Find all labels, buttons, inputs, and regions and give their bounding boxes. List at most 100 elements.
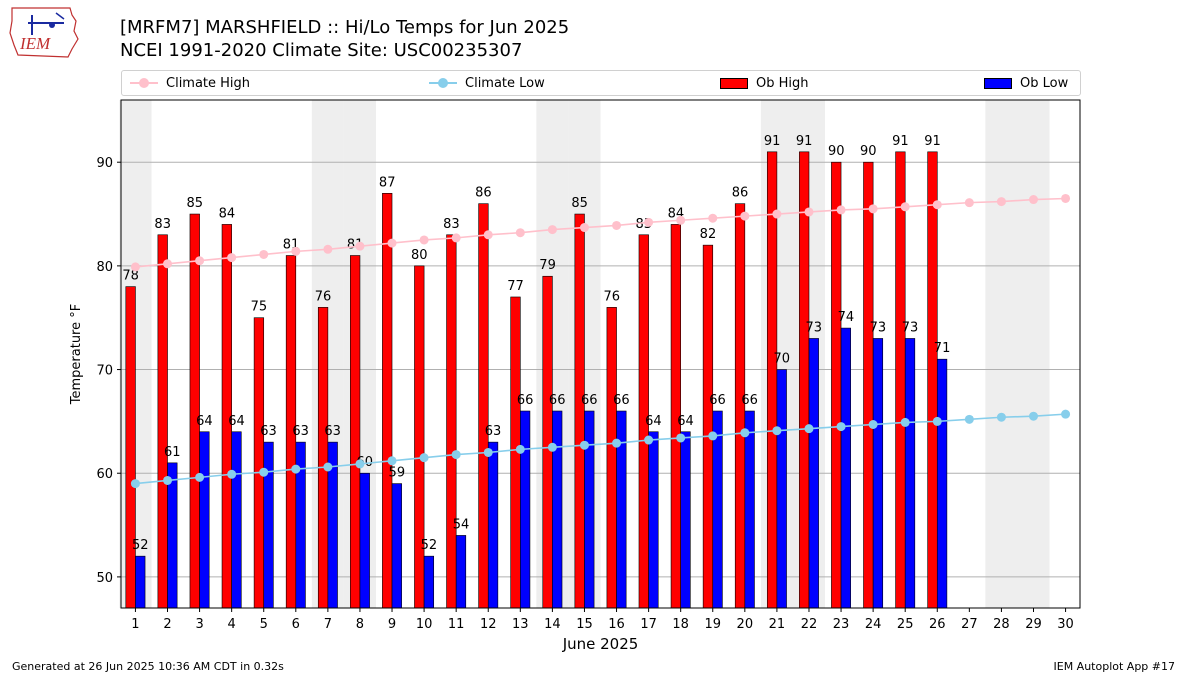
x-tick-label: 25	[897, 617, 914, 632]
x-tick-label: 4	[228, 617, 236, 632]
climate-high-point	[740, 211, 750, 221]
x-tick-label: 6	[292, 617, 300, 632]
x-tick-label: 21	[769, 617, 786, 632]
ob-low-label: 66	[517, 393, 534, 408]
chart-title: [MRFM7] MARSHFIELD :: Hi/Lo Temps for Ju…	[120, 17, 570, 38]
climate-high-point	[772, 209, 782, 219]
legend-climate-high-label: Climate High	[166, 75, 251, 91]
weekend-shade	[985, 100, 1018, 608]
climate-low-point	[932, 416, 942, 426]
ob-high-bar	[253, 317, 265, 609]
climate-low-point	[195, 472, 205, 482]
ob-low-label: 64	[196, 414, 213, 429]
climate-high-point	[868, 204, 878, 214]
climate-low-point	[868, 419, 878, 429]
x-tick-label: 27	[961, 617, 978, 632]
x-tick-label: 18	[672, 617, 689, 632]
climate-low-point	[515, 444, 525, 454]
ob-low-swatch	[984, 77, 1012, 89]
ob-low-label: 73	[902, 320, 919, 335]
x-tick-label: 3	[195, 617, 203, 632]
climate-high-point	[1061, 193, 1071, 203]
climate-low-point	[836, 422, 846, 432]
ob-high-swatch	[720, 77, 748, 89]
x-tick-label: 26	[929, 617, 946, 632]
ob-low-label: 70	[773, 352, 790, 367]
x-tick-label: 19	[704, 617, 721, 632]
weekend-shade	[1017, 100, 1050, 608]
y-tick-label: 80	[96, 260, 113, 275]
ob-low-label: 74	[838, 310, 855, 325]
legend-climate-low: Climate Low	[429, 74, 545, 92]
ob-low-bar	[391, 483, 402, 609]
ob-low-label: 52	[421, 538, 438, 553]
ob-low-bar	[808, 338, 819, 609]
climate-high-point	[195, 256, 205, 266]
climate-low-point	[483, 447, 493, 457]
ob-low-label: 52	[132, 538, 149, 553]
climate-low-point	[964, 414, 974, 424]
ob-high-bar	[317, 307, 329, 609]
climate-high-point	[964, 198, 974, 208]
ob-high-bar	[863, 161, 874, 609]
x-tick-label: 12	[480, 617, 497, 632]
ob-high-bar	[895, 151, 906, 609]
climate-low-line-swatch	[429, 78, 457, 88]
ob-high-label: 85	[571, 196, 588, 211]
ob-low-bar	[776, 369, 787, 609]
x-tick-label: 17	[640, 617, 657, 632]
svg-text:IEM: IEM	[19, 34, 51, 53]
ob-low-label: 73	[806, 320, 823, 335]
ob-high-bar	[446, 234, 457, 609]
ob-low-bar	[199, 431, 210, 609]
ob-high-label: 86	[475, 186, 492, 201]
ob-high-label: 83	[443, 217, 460, 232]
climate-high-point	[323, 244, 333, 254]
ob-low-label: 66	[613, 393, 630, 408]
ob-high-label: 91	[924, 134, 941, 149]
ob-high-label: 84	[219, 206, 236, 221]
ob-low-label: 59	[389, 466, 406, 481]
x-tick-label: 2	[163, 617, 171, 632]
climate-high-point	[483, 230, 493, 240]
climate-low-point	[130, 479, 140, 489]
ob-high-bar	[606, 307, 617, 609]
climate-high-point	[996, 197, 1006, 207]
climate-high-point	[676, 215, 686, 225]
x-tick-label: 24	[865, 617, 882, 632]
ob-high-bar	[927, 151, 938, 609]
x-tick-label: 10	[416, 617, 433, 632]
climate-high-point	[836, 205, 846, 215]
ob-high-bar	[702, 244, 714, 609]
ob-high-label: 91	[796, 134, 813, 149]
ob-low-bar	[648, 431, 659, 609]
x-axis-label: June 2025	[562, 635, 639, 653]
climate-high-point	[900, 202, 910, 212]
climate-low-point	[547, 442, 557, 452]
ob-high-label: 77	[507, 279, 524, 294]
ob-low-label: 63	[485, 424, 502, 439]
x-tick-label: 30	[1057, 617, 1074, 632]
ob-low-label: 66	[549, 393, 566, 408]
climate-low-point	[772, 426, 782, 436]
climate-low-point	[1028, 411, 1038, 421]
legend-ob-low: Ob Low	[984, 74, 1068, 92]
ob-high-label: 87	[379, 175, 396, 190]
climate-low-point	[259, 467, 269, 477]
ob-low-label: 66	[709, 393, 726, 408]
ob-high-bar	[542, 275, 553, 609]
climate-high-point	[644, 217, 654, 227]
legend: Climate High Climate Low Ob High Ob Low	[121, 70, 1081, 96]
chart-subtitle: NCEI 1991-2020 Climate Site: USC00235307	[120, 40, 523, 61]
climate-low-point	[579, 440, 589, 450]
ob-high-label: 90	[860, 144, 877, 159]
ob-low-bar	[584, 410, 595, 609]
ob-low-bar	[455, 535, 467, 609]
ob-low-label: 61	[164, 445, 181, 460]
ob-high-bar	[189, 213, 200, 609]
x-tick-label: 22	[801, 617, 818, 632]
climate-high-point	[291, 246, 301, 256]
climate-low-point	[355, 459, 365, 469]
climate-high-point	[547, 225, 557, 235]
y-axis-label: Temperature °F	[69, 304, 84, 405]
